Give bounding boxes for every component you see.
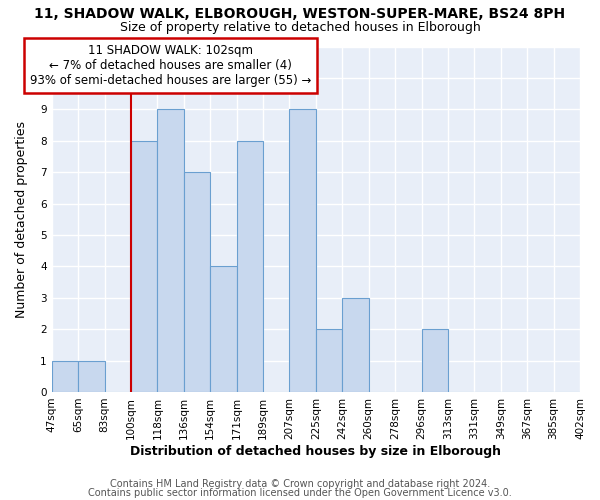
Bar — [421, 329, 448, 392]
Bar — [289, 110, 316, 392]
Bar — [236, 140, 263, 392]
Text: Contains HM Land Registry data © Crown copyright and database right 2024.: Contains HM Land Registry data © Crown c… — [110, 479, 490, 489]
Bar — [131, 140, 157, 392]
Y-axis label: Number of detached properties: Number of detached properties — [15, 120, 28, 318]
Bar — [210, 266, 236, 392]
Text: Contains public sector information licensed under the Open Government Licence v3: Contains public sector information licen… — [88, 488, 512, 498]
Text: 11, SHADOW WALK, ELBOROUGH, WESTON-SUPER-MARE, BS24 8PH: 11, SHADOW WALK, ELBOROUGH, WESTON-SUPER… — [34, 8, 566, 22]
Bar — [157, 110, 184, 392]
Bar — [342, 298, 368, 392]
Text: Size of property relative to detached houses in Elborough: Size of property relative to detached ho… — [119, 21, 481, 34]
Bar — [78, 360, 104, 392]
X-axis label: Distribution of detached houses by size in Elborough: Distribution of detached houses by size … — [130, 444, 502, 458]
Bar — [52, 360, 78, 392]
Bar — [316, 329, 342, 392]
Text: 11 SHADOW WALK: 102sqm
← 7% of detached houses are smaller (4)
93% of semi-detac: 11 SHADOW WALK: 102sqm ← 7% of detached … — [30, 44, 311, 87]
Bar — [184, 172, 210, 392]
